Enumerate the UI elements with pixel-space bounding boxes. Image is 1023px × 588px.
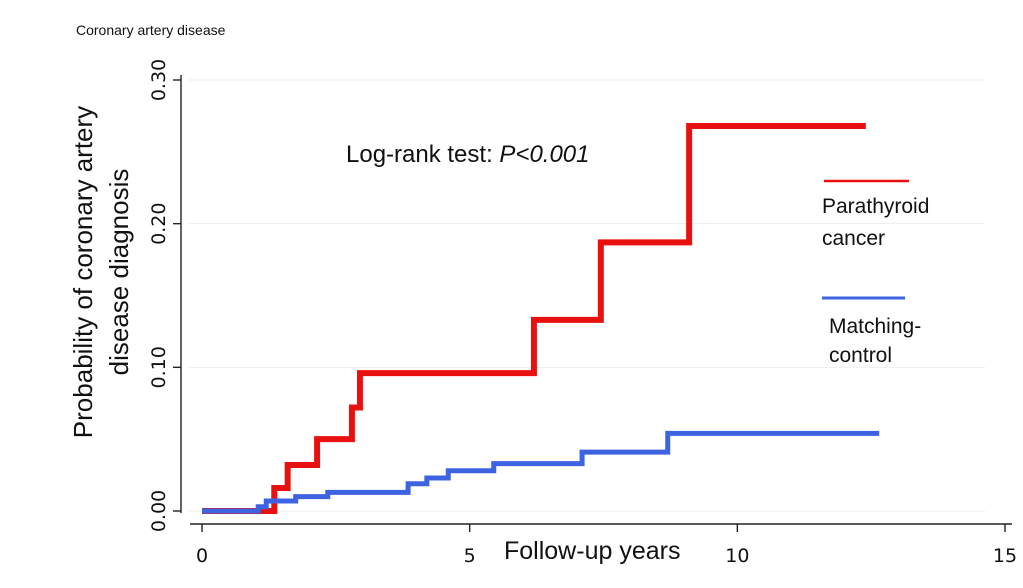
x-axis-label: Follow-up years xyxy=(504,537,680,565)
series-group xyxy=(202,122,880,514)
logrank-pvalue: P<0.001 xyxy=(499,141,589,168)
y-tick-label-3: 0.30 xyxy=(148,59,170,101)
series-line-parathyroid-cancer xyxy=(202,122,866,514)
y-tick-label-2: 0.20 xyxy=(148,203,170,245)
chart-title: Coronary artery disease xyxy=(76,22,226,38)
logrank-annotation: Log-rank test: P<0.001 xyxy=(346,141,590,168)
y-axis-label-line2: disease diagnosis xyxy=(104,169,134,376)
x-tick-label-3: 15 xyxy=(993,545,1017,567)
axes xyxy=(180,75,1012,525)
x-tick-label-0: 0 xyxy=(196,545,208,567)
logrank-prefix: Log-rank test: xyxy=(346,141,499,168)
x-tick-label-1: 5 xyxy=(464,545,476,567)
legend-label-parathyroid-line1: Parathyroid xyxy=(822,195,929,218)
legend-label-control-line1: Matching- xyxy=(829,315,921,338)
y-axis-label-line1: Probability of coronary artery xyxy=(68,106,98,438)
legend-label-control-line2: control xyxy=(829,344,892,367)
y-tick-label-1: 0.10 xyxy=(148,346,170,388)
y-tick-label-0: 0.00 xyxy=(148,490,170,532)
legend-label-parathyroid-line2: cancer xyxy=(822,227,885,250)
x-tick-label-2: 10 xyxy=(725,545,749,567)
legend: Parathyroid cancer Matching- control xyxy=(822,179,929,367)
grid xyxy=(188,79,985,512)
series-line-matching-control xyxy=(202,430,880,514)
ticks: 0.00 0.10 0.20 0.30 0 5 10 15 xyxy=(148,59,1017,567)
